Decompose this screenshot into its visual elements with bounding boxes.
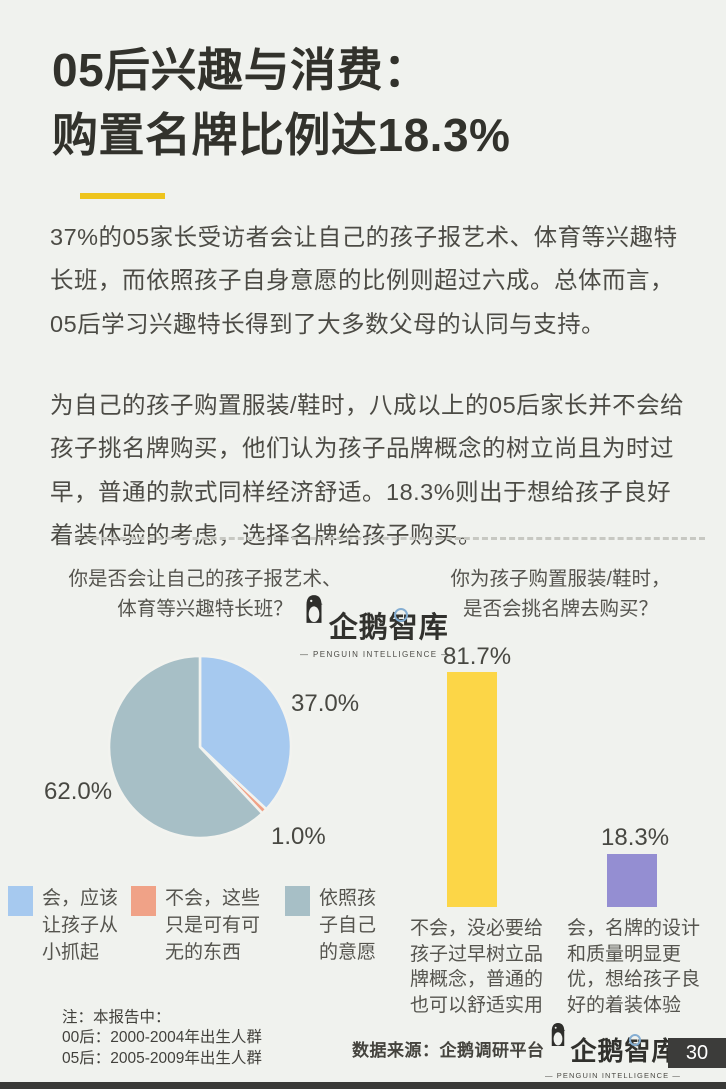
- pie-value-label: 62.0%: [44, 778, 113, 805]
- caption-line: 优，想给孩子良: [567, 969, 701, 991]
- logo-ring: [393, 608, 408, 622]
- legend-item-follow-child: 依照孩 子自己 的意愿: [285, 886, 376, 967]
- note-line: 00后：2000-2004年出生人群: [62, 1029, 262, 1047]
- pie-value-label: 1.0%: [271, 823, 326, 850]
- legend-line: 让孩子从: [42, 914, 119, 936]
- pie-value-label: 37.0%: [291, 690, 360, 717]
- bar-value-label: 81.7%: [443, 643, 512, 670]
- caption-line: 会，名牌的设计: [567, 918, 701, 939]
- pie-chart: [105, 652, 295, 842]
- data-source: 数据来源：企鹅调研平台: [352, 1041, 545, 1060]
- bar-caption-yes: 会，名牌的设计 和质量明显更 优，想给孩子良 好的着装体验: [567, 916, 715, 1019]
- legend-label: 会，应该 让孩子从 小抓起: [42, 886, 118, 967]
- logo-tagline: — PENGUIN INTELLIGENCE —: [545, 1071, 682, 1080]
- title-line-2: 购置名牌比例达18.3%: [52, 109, 511, 162]
- legend-line: 依照孩: [319, 888, 377, 909]
- caption-line: 也可以舒适实用: [410, 994, 544, 1016]
- footer-bar: [0, 1082, 726, 1089]
- dashed-divider: [75, 537, 705, 540]
- penguin-icon: [306, 595, 323, 623]
- intro-paragraph-2: 为自己的孩子购置服装/鞋时，八成以上的05后家长并不会给孩子挑名牌购买，他们认为…: [50, 392, 685, 549]
- legend-swatch-blue: [8, 886, 33, 916]
- bar-title-line-1: 你为孩子购置服装/鞋时，: [450, 568, 671, 590]
- logo-name: 企鹅智库: [570, 1036, 679, 1066]
- legend-swatch-salmon: [131, 886, 156, 916]
- legend-line: 的意愿: [319, 941, 377, 963]
- legend-item-no: 不会，这些 只是可有可 无的东西: [131, 886, 260, 967]
- title-line-1: 05后兴趣与消费：: [52, 44, 430, 96]
- pie-slice-0: [198, 654, 293, 811]
- logo-row: 企鹅智库: [302, 595, 449, 646]
- logo-tagline: — PENGUIN INTELLIGENCE —: [300, 650, 451, 659]
- legend-line: 子自己: [319, 914, 377, 936]
- bar-chart-title: 你为孩子购置服装/鞋时， 是否会挑名牌去购买？: [418, 564, 703, 624]
- intro-paragraph-1: 37%的05家长受访者会让自己的孩子报艺术、体育等兴趣特长班，而依照孩子自身意愿…: [50, 224, 678, 337]
- pie-title-line-1: 你是否会让自己的孩子报艺术、: [68, 568, 342, 590]
- legend-line: 只是可有可: [165, 914, 261, 936]
- note-line: 05后：2005-2009年出生人群: [62, 1049, 262, 1067]
- legend-line: 不会，这些: [165, 888, 261, 909]
- logo-ring: [628, 1034, 641, 1046]
- bar-no-brand: [447, 672, 497, 907]
- legend-line: 小抓起: [42, 941, 100, 963]
- page-number-badge: 30: [668, 1038, 726, 1068]
- legend-line: 无的东西: [165, 941, 242, 963]
- report-note: 注：本报告中： 00后：2000-2004年出生人群 05后：2005-2009…: [62, 1008, 262, 1069]
- penguin-intelligence-logo: 企鹅智库 — PENGUIN INTELLIGENCE —: [300, 595, 451, 659]
- note-line: 注：本报告中：: [62, 1009, 171, 1026]
- logo-name: 企鹅智库: [328, 612, 449, 644]
- legend-label: 不会，这些 只是可有可 无的东西: [165, 886, 260, 967]
- legend-line: 会，应该: [42, 888, 119, 909]
- pie-title-line-2: 体育等兴趣特长班？: [117, 598, 293, 621]
- bar-caption-no: 不会，没必要给 孩子过早树立品 牌概念，普通的 也可以舒适实用: [410, 916, 562, 1019]
- bar-title-line-2: 是否会挑名牌去购买？: [462, 598, 658, 621]
- bar-chart: 81.7% 18.3%: [415, 640, 715, 907]
- bar-value-label: 18.3%: [601, 824, 670, 851]
- legend-item-yes: 会，应该 让孩子从 小抓起: [8, 886, 118, 967]
- bar-yes-brand: [607, 854, 657, 907]
- legend-label: 依照孩 子自己 的意愿: [319, 886, 376, 967]
- penguin-icon: [551, 1022, 565, 1047]
- caption-line: 不会，没必要给: [410, 918, 544, 939]
- logo-row: 企鹅智库: [548, 1022, 679, 1068]
- caption-line: 和质量明显更: [567, 943, 682, 965]
- page-title: 05后兴趣与消费： 购置名牌比例达18.3%: [52, 38, 692, 169]
- caption-line: 好的着装体验: [567, 994, 682, 1016]
- caption-line: 牌概念，普通的: [410, 969, 544, 991]
- legend-swatch-gray: [285, 886, 310, 916]
- pie-chart-title: 你是否会让自己的孩子报艺术、 体育等兴趣特长班？: [40, 564, 370, 624]
- caption-line: 孩子过早树立品: [410, 943, 544, 965]
- pie-slice-2: [107, 654, 264, 840]
- penguin-intelligence-logo-footer: 企鹅智库 — PENGUIN INTELLIGENCE —: [545, 1022, 682, 1080]
- page-number: 30: [685, 1041, 709, 1064]
- title-accent-bar: [80, 193, 165, 199]
- pie-svg: [107, 654, 293, 840]
